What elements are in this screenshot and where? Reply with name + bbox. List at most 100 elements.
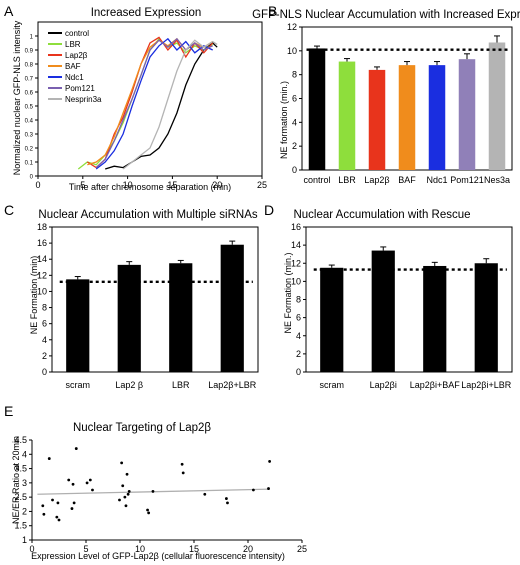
x-category-label: Nes3a: [484, 175, 510, 185]
panel-c-plot: 0 2 4 6 8 10 12 14 16 18 scram Lap2 β LBR Lap2β+LBR: [37, 222, 259, 390]
bar: [308, 48, 326, 171]
legend-label: BAF: [65, 62, 81, 71]
bar: [169, 263, 193, 372]
y-tick-label: 2: [292, 141, 297, 151]
legend-label: Lap2β: [65, 51, 88, 60]
y-tick-label: 2: [22, 506, 27, 516]
panel-e-title: Nuclear Targeting of Lap2β: [73, 422, 211, 434]
series-line-5: [95, 37, 213, 169]
scatter-point: [118, 498, 121, 502]
scatter-point: [88, 478, 92, 482]
scatter-point: [56, 501, 60, 505]
scatter-point: [42, 512, 46, 516]
y-tick-label: 10: [37, 286, 47, 296]
scatter-point: [268, 460, 271, 463]
legend-label: Ndc1: [65, 73, 84, 82]
bar: [371, 250, 395, 372]
x-category-label: LBR: [172, 380, 190, 390]
bar: [117, 264, 141, 372]
x-tick-label: 5: [83, 544, 88, 554]
scatter-point: [70, 507, 74, 510]
x-category-label: BAF: [398, 175, 416, 185]
x-category-label: Lap2β: [364, 175, 389, 185]
panel-e: E Nuclear Targeting of Lap2β 1 1.5 2 2.5 3 3.…: [4, 403, 307, 561]
panel-a-title: Increased Expression: [91, 7, 202, 19]
y-tick-label: 6: [292, 94, 297, 104]
x-tick-label: 10: [123, 180, 133, 190]
panel-a-xlabel: Time after chromosome separation (min): [69, 182, 231, 192]
panel-c: C Nuclear Accumulation with Multiple siR…: [4, 202, 259, 390]
scatter-point: [71, 482, 75, 486]
y-tick-label: 3.5: [14, 464, 27, 474]
x-category-label: scram: [66, 380, 91, 390]
y-tick-label: 8: [292, 70, 297, 80]
y-tick-label: 12: [287, 22, 297, 32]
x-tick-label: 15: [167, 180, 177, 190]
y-tick-label: 0.6: [25, 91, 34, 97]
y-tick-label: 0.3: [25, 133, 34, 139]
panel-c-ylabel: NE Formation (min): [29, 256, 39, 335]
x-tick-label: 20: [212, 180, 222, 190]
bar: [220, 244, 244, 372]
y-tick-label: 4: [42, 335, 47, 345]
scatter-point: [91, 488, 94, 492]
y-tick-label: 4: [292, 117, 297, 127]
scatter-point: [51, 498, 54, 502]
y-tick-label: 0: [42, 367, 47, 377]
scatter-point: [151, 490, 155, 493]
scatter-point: [203, 492, 207, 496]
scatter-point: [252, 488, 255, 492]
bar: [398, 65, 416, 170]
bar: [338, 61, 356, 170]
x-category-label: Lap2βi+LBR: [461, 380, 511, 390]
scatter-point: [146, 508, 149, 512]
x-tick-label: 0: [35, 180, 40, 190]
scatter-point: [267, 487, 270, 490]
panel-b-plot: 0 2 4 6 8 10 12 control LBR Lap2β BAF Ndc1 Pom121 Nes…: [287, 22, 513, 185]
x-tick-label: 10: [135, 544, 145, 554]
y-tick-label: 6: [296, 313, 301, 323]
legend-label: control: [65, 29, 89, 38]
x-tick-label: 0: [29, 544, 34, 554]
y-tick-label: 14: [291, 240, 301, 250]
y-tick-label: 0: [296, 367, 301, 377]
y-tick-label: 2.5: [14, 492, 27, 502]
panel-d-plot: 0 2 4 6 8 10 12 14 16 scram Lap2βi Lap2βi+BAF Lap2βi…: [291, 222, 513, 390]
scatter-point: [47, 457, 51, 460]
bar: [458, 59, 476, 170]
y-tick-label: 0: [292, 165, 297, 175]
bar: [423, 265, 447, 372]
scatter-point: [147, 511, 151, 515]
series-line-2: [86, 36, 214, 169]
y-tick-label: 8: [42, 303, 47, 313]
scatter-point: [126, 492, 130, 496]
x-tick-label: 25: [257, 180, 267, 190]
scatter-point: [55, 515, 59, 519]
bar: [320, 267, 344, 372]
x-category-label: Lap2β+LBR: [208, 380, 256, 390]
y-tick-label: 0.8: [25, 63, 34, 69]
scatter-point: [74, 447, 78, 450]
y-tick-label: 16: [291, 222, 301, 232]
panel-b: B GFP-NLS Nuclear Accumulation with Incr…: [252, 3, 520, 185]
panel-b-ylabel: NE formation (min.): [279, 81, 289, 159]
x-category-label: control: [303, 175, 330, 185]
scatter-point: [85, 481, 89, 485]
y-tick-label: 0.7: [25, 77, 34, 83]
x-category-label: Ndc1: [426, 175, 447, 185]
series-line-6: [122, 39, 218, 170]
x-tick-label: 20: [243, 544, 253, 554]
scatter-point: [72, 501, 76, 505]
y-tick-label: 0.5: [25, 105, 34, 111]
scatter-point: [181, 471, 185, 475]
bar: [474, 263, 498, 372]
scatter-point: [226, 501, 229, 505]
y-tick-label: 14: [37, 254, 47, 264]
panel-d-ylabel: NE Formation (min.): [283, 252, 293, 333]
x-category-label: Lap2βi+BAF: [410, 380, 460, 390]
scatter-point: [125, 472, 129, 476]
scatter-point: [41, 504, 45, 508]
y-tick-label: 12: [291, 258, 301, 268]
x-category-label: LBR: [338, 175, 356, 185]
